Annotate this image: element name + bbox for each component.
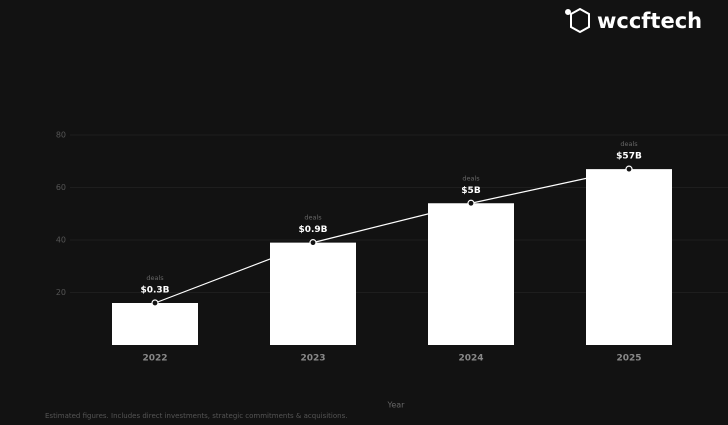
value-label: $0.9B (298, 225, 327, 235)
x-tick-label: 2023 (300, 354, 325, 364)
value-sublabel: deals (462, 174, 480, 182)
y-tick-label: 20 (56, 288, 66, 297)
x-tick-label: 2025 (616, 354, 641, 364)
trend-point (309, 239, 317, 247)
logo-icon (565, 7, 590, 34)
y-tick-label: 60 (56, 183, 66, 192)
value-sublabel: deals (620, 140, 638, 148)
brand-logo: wccftech (597, 9, 702, 33)
value-sublabel: deals (146, 274, 164, 282)
value-label: $57B (616, 152, 642, 162)
trend-point (625, 165, 633, 173)
trend-point (467, 199, 475, 207)
x-axis-label: Year (387, 401, 406, 410)
y-tick-label: 40 (56, 236, 66, 245)
footnote: Estimated figures. Includes direct inves… (45, 412, 347, 420)
x-tick-label: 2022 (142, 354, 167, 364)
x-tick-label: 2024 (458, 354, 483, 364)
value-label: $0.3B (140, 286, 169, 296)
value-label: $5B (461, 186, 481, 196)
bar (270, 242, 356, 345)
bar (428, 203, 514, 345)
bar (112, 303, 198, 345)
value-sublabel: deals (304, 214, 322, 222)
y-tick-label: 80 (56, 131, 66, 140)
trend-point (151, 299, 159, 307)
bar (586, 169, 672, 345)
trend-line (154, 168, 630, 304)
